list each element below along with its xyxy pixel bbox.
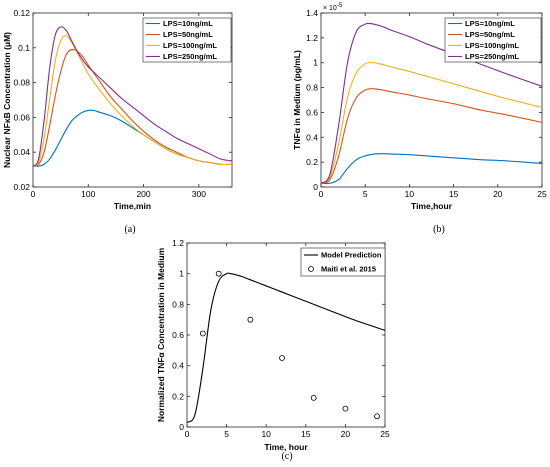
x-tick-label: 20 — [341, 429, 351, 439]
legend-label: LPS=50ng/mL — [465, 30, 515, 39]
x-tick-label: 15 — [301, 429, 311, 439]
series-line-1 — [186, 272, 386, 423]
x-tick-label: 20 — [493, 189, 503, 199]
x-tick-label: 15 — [449, 189, 459, 199]
x-axis-label: Time, hour — [264, 442, 308, 452]
x-axis-label: Time,min — [114, 201, 151, 211]
y-tick-label: 0 — [179, 422, 184, 432]
panel-caption: (a) — [124, 224, 135, 235]
y-axis-multiplier: × 10-5 — [323, 3, 343, 12]
x-tick-label: 25 — [537, 189, 547, 199]
y-tick-label: 0.2 — [306, 157, 318, 167]
panel-caption: (b) — [433, 224, 445, 235]
legend-label: Maiti et al. 2015 — [321, 265, 376, 274]
series-line-1 — [320, 153, 543, 185]
data-point-marker — [247, 316, 254, 323]
legend-label: LPS=250ng/mL — [465, 52, 519, 61]
y-tick-label: 0 — [313, 182, 318, 192]
y-tick-label: 0.02 — [13, 182, 30, 192]
y-tick-label: 0.6 — [172, 330, 184, 340]
legend: LPS=10ng/mL LPS=50ng/mL LPS=100ng/mL LPS=25… — [444, 17, 542, 63]
y-tick-label: 1.4 — [306, 8, 318, 18]
y-tick-label: 0.2 — [172, 391, 184, 401]
legend-label: LPS=100ng/mL — [163, 41, 217, 50]
legend-label: LPS=10ng/mL — [465, 19, 515, 28]
chart-panel-a: 0 100 200 300 0.02 0.04 0.06 0.08 0.1 0.12 LPS=10n… — [2, 8, 233, 235]
x-tick-label: 100 — [81, 189, 95, 199]
legend-box — [444, 17, 542, 63]
series-line-4 — [32, 26, 233, 167]
series-line-3 — [320, 61, 543, 184]
x-tick-label: 200 — [136, 189, 150, 199]
y-tick-label: 0.06 — [13, 112, 30, 122]
x-tick-label: 300 — [192, 189, 206, 199]
series-line-3 — [32, 35, 233, 167]
y-axis-label: Normalized TNFα Concentration in Medium — [156, 247, 166, 422]
legend-label: Model Prediction — [321, 251, 382, 260]
x-tick-label: 0 — [31, 189, 36, 199]
y-tick-label: 0.4 — [306, 132, 318, 142]
y-tick-label: 1 — [179, 269, 184, 279]
chart-panel-c: 0 5 10 15 20 25 0 0.2 0.4 0.6 0.8 1 1.2 Model Predict… — [156, 238, 390, 462]
data-point-marker — [342, 405, 349, 412]
y-tick-label: 1.2 — [172, 238, 184, 248]
y-tick-label: 0.6 — [306, 107, 318, 117]
series-line-2 — [320, 88, 543, 184]
y-tick-label: 0.8 — [306, 83, 318, 93]
y-tick-label: 1.2 — [306, 33, 318, 43]
legend-label: LPS=250ng/mL — [163, 52, 217, 61]
data-point-marker — [215, 270, 222, 277]
y-tick-label: 0.04 — [13, 147, 30, 157]
data-point-marker — [199, 330, 206, 337]
y-tick-label: 0.8 — [172, 299, 184, 309]
data-point-marker — [374, 413, 380, 420]
x-tick-label: 5 — [363, 189, 368, 199]
legend-label: LPS=100ng/mL — [465, 41, 519, 50]
data-point-marker — [279, 355, 285, 361]
x-tick-label: 5 — [224, 429, 229, 439]
y-tick-label: 0.12 — [13, 8, 30, 18]
y-tick-label: 1 — [313, 58, 318, 68]
x-tick-label: 0 — [185, 429, 190, 439]
panel-caption: (c) — [281, 451, 292, 462]
x-tick-label: 10 — [405, 189, 415, 199]
legend-label: LPS=50ng/mL — [163, 30, 213, 39]
legend: Model Prediction Maiti et al. 2015 — [300, 247, 386, 277]
x-tick-label: 10 — [261, 429, 271, 439]
y-tick-label: 0.1 — [18, 43, 30, 53]
y-tick-label: 0.4 — [172, 361, 184, 371]
x-tick-label: 0 — [319, 189, 324, 199]
x-axis-label: Time,hour — [411, 201, 453, 211]
chart-panel-b: 0 5 10 15 20 25 0 0.2 0.4 0.6 0.8 1 1.2 1.4 × 10-5 LPS=… — [292, 3, 547, 235]
legend: LPS=10ng/mL LPS=50ng/mL LPS=100ng/mL LPS=25… — [142, 17, 232, 63]
y-tick-label: 0.08 — [13, 78, 30, 88]
legend-label: LPS=10ng/mL — [163, 19, 213, 28]
y-axis-label: Nuclear NFκB Concentration (μM) — [2, 32, 12, 168]
legend-box — [142, 17, 232, 63]
x-tick-label: 25 — [380, 429, 390, 439]
y-axis-label: TNFα in Medium (pg/mL) — [292, 50, 302, 150]
legend-box — [300, 247, 386, 277]
legend-swatch — [308, 266, 314, 272]
data-point-marker — [310, 394, 317, 401]
